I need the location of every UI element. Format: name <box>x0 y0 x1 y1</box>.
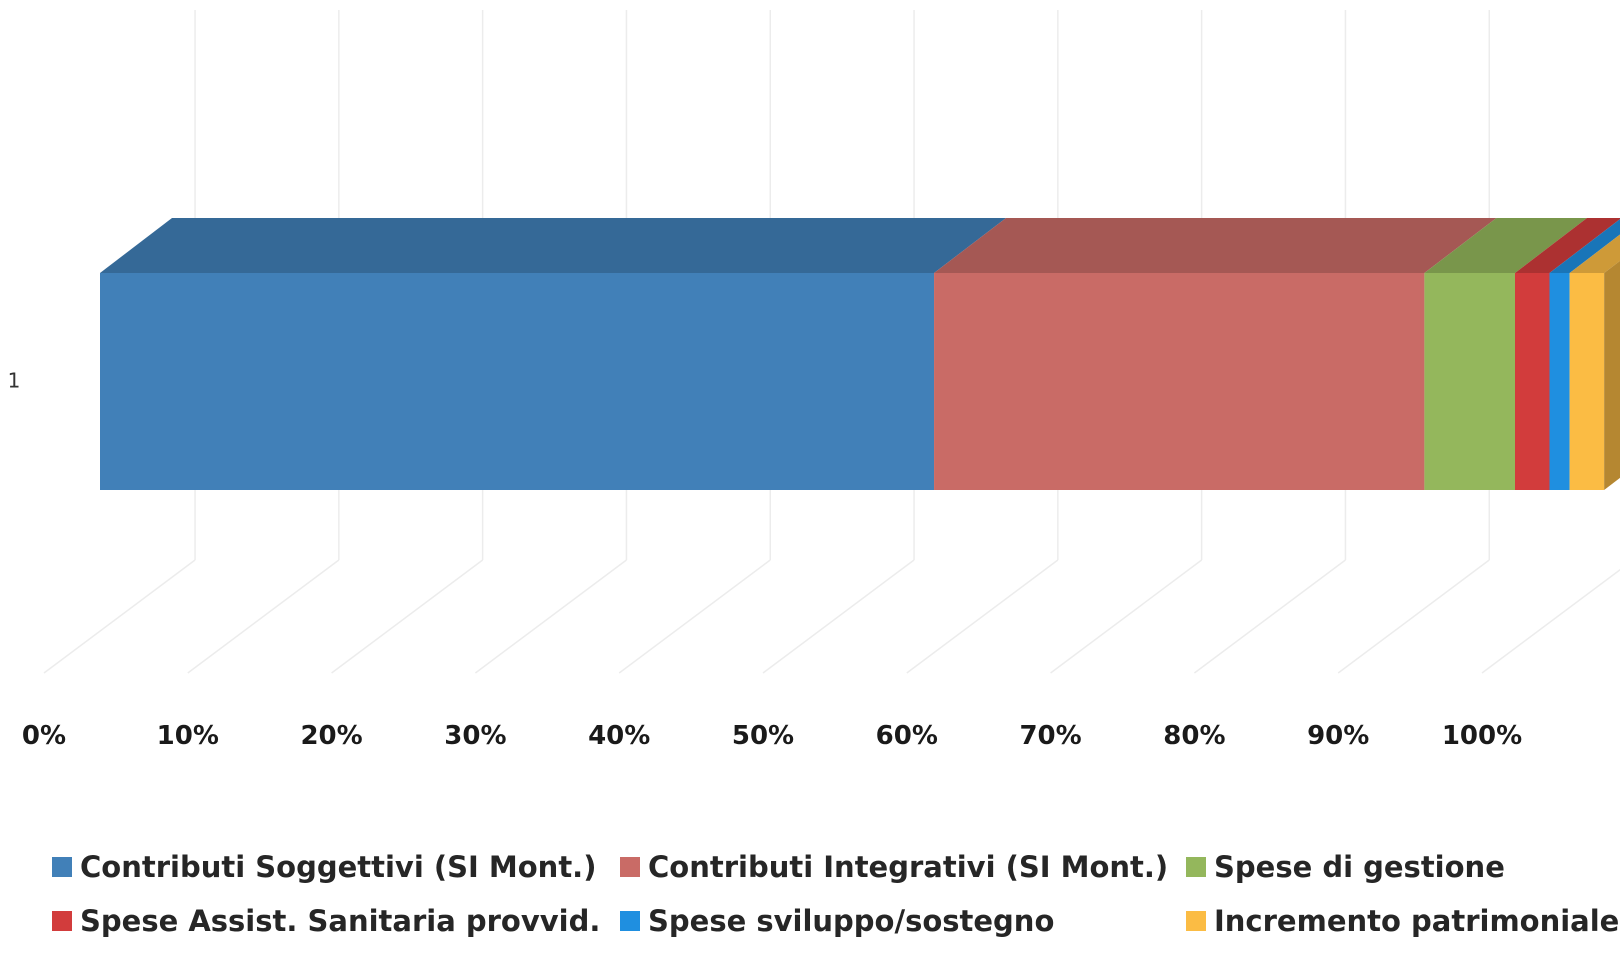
x-tick-label-1: 10% <box>157 721 219 751</box>
bar-segment-0 <box>100 273 935 490</box>
gridline-floor-7 <box>1050 559 1203 674</box>
legend-label-5: Incremento patrimoniale <box>1214 904 1619 938</box>
legend-entry-1: Contributi Integrativi (SI Mont.) <box>620 850 1168 884</box>
bar-segments <box>100 218 1620 490</box>
bar-top-0 <box>100 218 1007 273</box>
axis-labels: 10% 10% 20% 30% 40% 50% 60% 70% 80% 90% 100% <box>8 369 1523 752</box>
bar-top-3 <box>1514 218 1620 273</box>
legend-entry-2: Spese di gestione <box>1186 850 1505 884</box>
bar-segment-3 <box>1514 273 1550 490</box>
gridline-floor-4 <box>618 559 771 674</box>
gridline-floor-1 <box>187 559 340 674</box>
legend-entry-4: Spese sviluppo/sostegno <box>620 904 1054 938</box>
legend-swatch-3 <box>52 911 72 931</box>
x-tick-label-10: 100% <box>1442 721 1522 751</box>
bar-top-1 <box>934 218 1497 273</box>
legend: Contributi Soggettivi (SI Mont.) Contribu… <box>52 850 1619 938</box>
legend-label-4: Spese sviluppo/sostegno <box>648 904 1054 938</box>
legend-label-0: Contributi Soggettivi (SI Mont.) <box>80 850 596 884</box>
x-tick-label-3: 30% <box>444 721 506 751</box>
x-tick-label-0: 0% <box>22 721 66 751</box>
gridline-floor-10 <box>1481 568 1620 674</box>
legend-entry-5: Incremento patrimoniale <box>1186 904 1619 938</box>
x-tick-label-4: 40% <box>588 721 650 751</box>
x-tick-label-2: 20% <box>300 721 362 751</box>
gridline-floor-2 <box>331 559 484 674</box>
legend-swatch-0 <box>52 857 72 877</box>
bar-top-2 <box>1424 218 1587 273</box>
gridline-floor-8 <box>1193 559 1346 674</box>
legend-label-2: Spese di gestione <box>1214 850 1505 884</box>
bar-side-face <box>1604 260 1620 490</box>
bar-segment-1 <box>934 273 1425 490</box>
x-tick-label-9: 90% <box>1307 721 1369 751</box>
gridline-floor-5 <box>762 559 915 674</box>
legend-entry-3: Spese Assist. Sanitaria provvid. <box>52 904 600 938</box>
category-label-0: 1 <box>8 369 21 393</box>
legend-swatch-4 <box>620 911 640 931</box>
bar-top-4 <box>1549 219 1620 273</box>
legend-label-1: Contributi Integrativi (SI Mont.) <box>648 850 1168 884</box>
legend-swatch-5 <box>1186 911 1206 931</box>
gridline-floor-0 <box>43 559 196 674</box>
legend-swatch-1 <box>620 857 640 877</box>
legend-swatch-2 <box>1186 857 1206 877</box>
gridline-floor-9 <box>1337 559 1490 674</box>
x-tick-label-8: 80% <box>1163 721 1225 751</box>
x-tick-label-7: 70% <box>1019 721 1081 751</box>
gridline-floor-3 <box>474 559 627 674</box>
bar-segment-5 <box>1569 273 1605 490</box>
x-tick-label-5: 50% <box>732 721 794 751</box>
legend-label-3: Spese Assist. Sanitaria provvid. <box>80 904 600 938</box>
legend-entry-0: Contributi Soggettivi (SI Mont.) <box>52 850 596 884</box>
bar-segment-4 <box>1549 273 1570 490</box>
bar-top-5 <box>1569 234 1620 273</box>
x-tick-label-6: 60% <box>876 721 938 751</box>
gridline-floor-6 <box>906 559 1059 674</box>
bar-segment-2 <box>1424 273 1515 490</box>
